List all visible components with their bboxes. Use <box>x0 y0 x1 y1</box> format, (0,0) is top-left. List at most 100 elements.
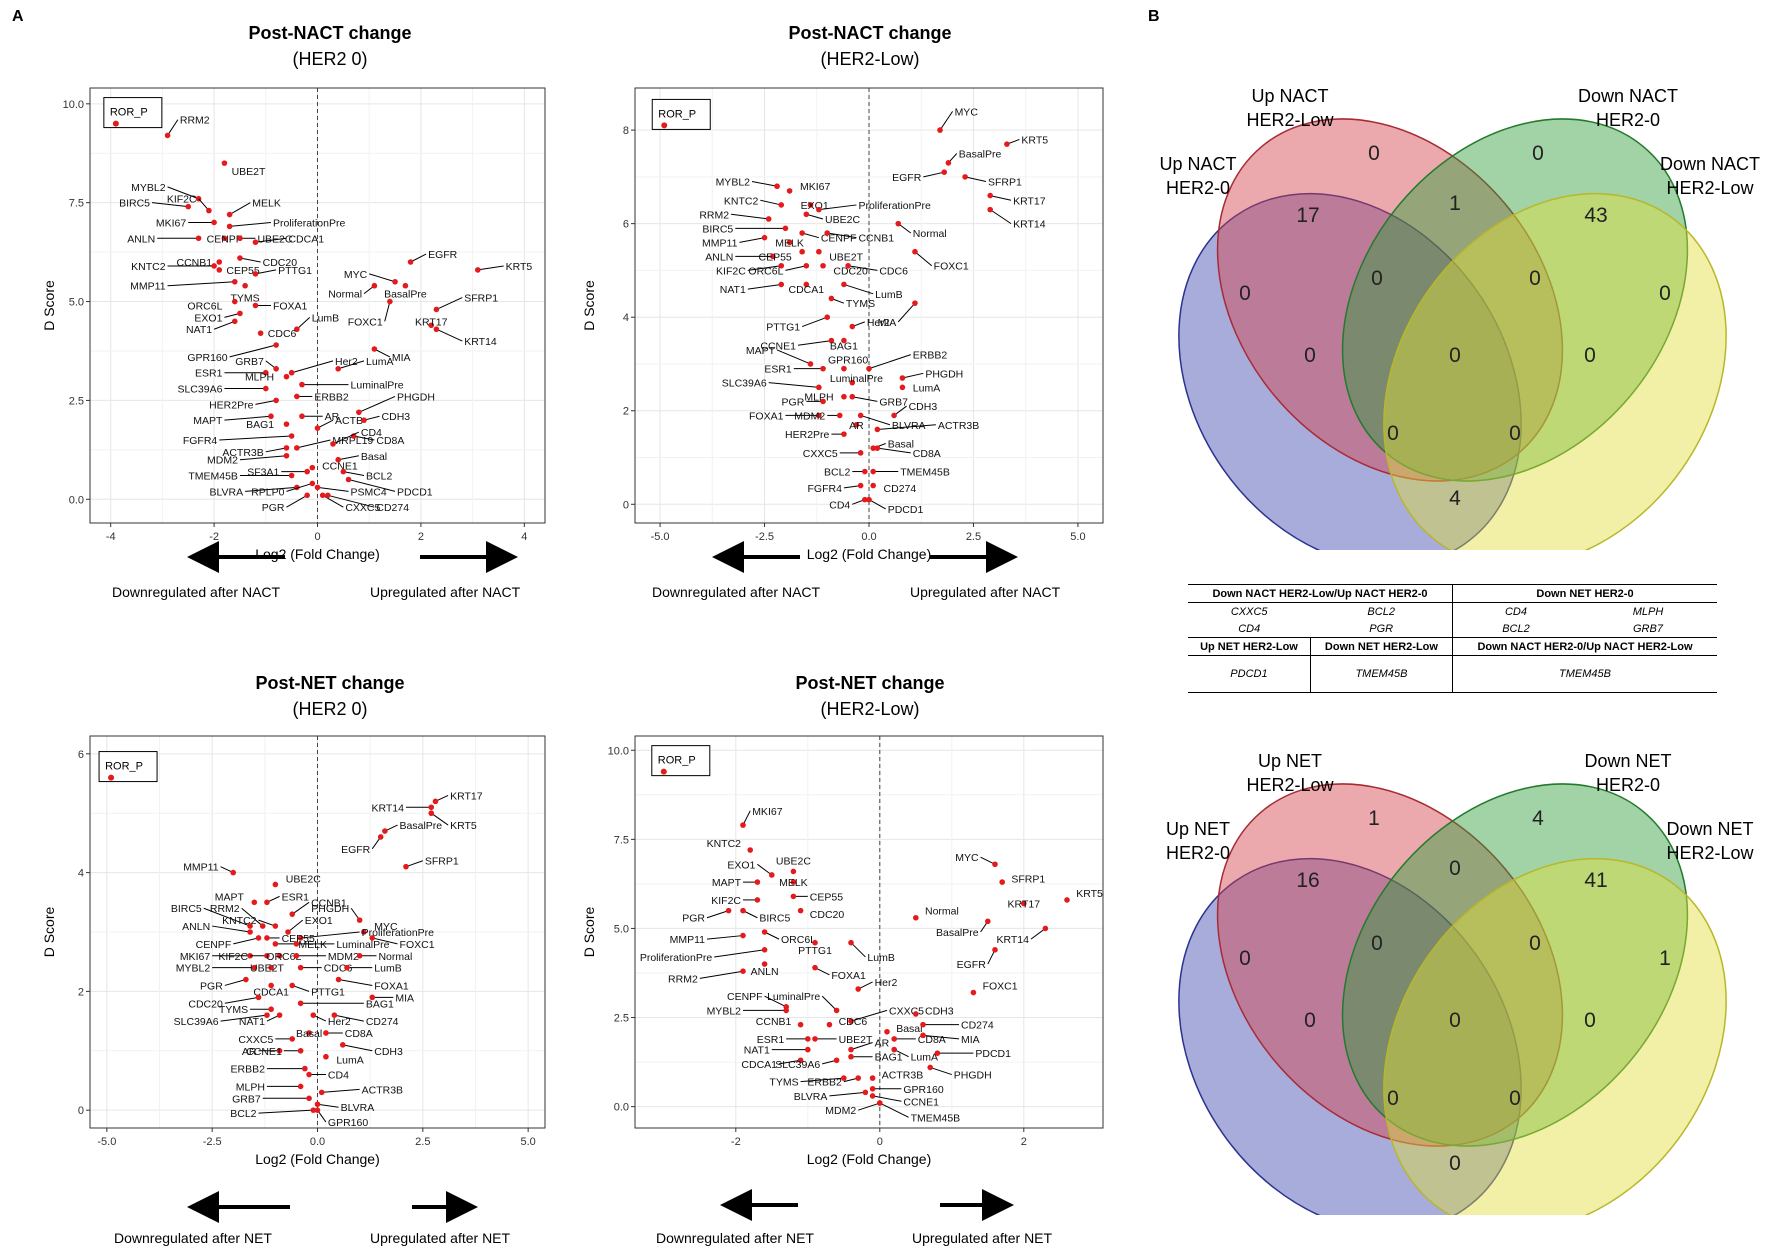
label-leader <box>167 119 179 136</box>
point-label: BAG1 <box>246 419 274 431</box>
venn-label-line: Up NACT <box>1159 154 1236 174</box>
label-leader <box>872 1095 902 1102</box>
point-label: SLC39A6 <box>174 1016 219 1028</box>
data-point <box>297 1083 304 1090</box>
point-label: Basal <box>888 438 914 450</box>
x-tick-label: 4 <box>521 531 527 543</box>
data-point <box>828 337 835 344</box>
label-leader <box>731 213 769 220</box>
chart-1-title-block: Post-NACT change (HER2 0) <box>180 20 480 72</box>
data-point <box>992 861 998 868</box>
point-label: KRT17 <box>450 790 483 802</box>
chart-1-title: Post-NACT change <box>248 23 412 43</box>
point-label: CDC20 <box>810 909 845 921</box>
point-label: MYBL2 <box>716 177 751 189</box>
point-label: MELK <box>298 939 327 951</box>
data-point <box>243 976 249 983</box>
y-axis-label: D Score <box>581 280 597 331</box>
point-label: MKI67 <box>180 951 211 963</box>
y-tick-label: 7.5 <box>69 198 84 210</box>
point-label: PGR <box>782 396 805 408</box>
point-label: AR <box>325 411 340 423</box>
data-point <box>262 385 269 392</box>
data-point <box>309 464 316 471</box>
label-leader <box>964 176 987 183</box>
table-cell: BCL2 <box>1310 602 1453 620</box>
data-point <box>848 1018 854 1024</box>
data-point <box>428 322 435 329</box>
point-label: Her2 <box>328 1016 351 1028</box>
label-leader <box>291 901 310 915</box>
point-label: MYBL2 <box>707 1005 742 1017</box>
label-leader <box>877 447 911 454</box>
label-leader <box>151 202 189 208</box>
data-point <box>273 342 279 348</box>
venn-label-line: HER2-0 <box>1166 178 1230 198</box>
venn-count-red-green: 0 <box>1449 857 1461 880</box>
point-label: CD8A <box>913 448 941 460</box>
venn-ellipse-red <box>1216 783 1564 1147</box>
point-label: CCNB1 <box>311 897 347 909</box>
point-label: CCNE1 <box>322 461 358 473</box>
venn-label-line: Up NET <box>1166 819 1230 839</box>
data-point <box>927 1064 933 1071</box>
venn-count-red-green-yellow: 0 <box>1529 932 1541 955</box>
data-point <box>211 263 217 269</box>
direction-label-up-net-1: Upregulated after NET <box>370 1230 511 1246</box>
point-label: GRB7 <box>235 356 264 368</box>
data-point <box>869 1075 876 1081</box>
data-point <box>231 278 238 285</box>
data-point <box>765 216 772 222</box>
label-leader <box>877 424 936 430</box>
data-point <box>255 994 262 1001</box>
data-point <box>335 976 342 983</box>
data-point <box>841 1075 847 1081</box>
data-point <box>774 183 780 190</box>
data-point <box>356 409 362 416</box>
data-point <box>805 1036 811 1042</box>
data-point <box>283 373 290 380</box>
point-label: ANLN <box>182 921 210 933</box>
data-point <box>195 235 202 242</box>
point-label: MYBL2 <box>176 963 211 975</box>
data-point <box>268 413 274 420</box>
point-label: GPR160 <box>328 1117 368 1129</box>
point-label: CCNE1 <box>246 1046 282 1058</box>
scatter-chart-nact-her2-low: -5.0 -2.5 0.0 2.5 5.0 0 2 4 6 8 Log2 (Fold Change)… <box>581 87 1104 562</box>
point-label: LuminalPre <box>351 380 404 392</box>
label-leader <box>829 1091 866 1097</box>
label-leader <box>922 1034 960 1040</box>
label-leader <box>436 328 463 342</box>
point-label: ERBB2 <box>314 391 349 403</box>
x-tick-label: 2 <box>418 531 424 543</box>
point-label: CEP55 <box>810 891 843 903</box>
point-label: Her2 <box>867 317 890 329</box>
point-label: Normal <box>378 951 412 963</box>
label-leader <box>706 910 729 919</box>
point-label: EXO1 <box>305 915 333 927</box>
venn-count-red-only: 1 <box>1368 807 1380 830</box>
point-label: KNTC2 <box>131 261 166 273</box>
point-label: FOXC1 <box>983 980 1018 992</box>
point-label: PDCD1 <box>975 1048 1011 1060</box>
data-point <box>264 899 270 906</box>
label-leader <box>338 455 359 461</box>
point-label: MYC <box>955 852 979 864</box>
point-label: PHGDH <box>954 1070 992 1082</box>
point-label: ESR1 <box>195 368 223 380</box>
point-label: KRT14 <box>1013 219 1046 231</box>
chart-3-title-block: Post-NET change (HER2 0) <box>180 670 480 722</box>
data-point <box>920 1032 926 1039</box>
venn-count-blue-red-yellow: 0 <box>1509 422 1521 445</box>
data-point <box>866 365 872 372</box>
data-point <box>805 1046 811 1053</box>
point-label: ACTR3B <box>938 420 979 432</box>
data-point <box>799 248 805 255</box>
data-point <box>874 445 881 451</box>
label-leader <box>338 360 365 370</box>
label-leader <box>410 253 427 263</box>
data-point <box>259 923 266 929</box>
x-tick-label: 0.0 <box>310 1136 325 1148</box>
point-label: CD4 <box>829 499 850 511</box>
point-label: CD4 <box>328 1070 349 1082</box>
